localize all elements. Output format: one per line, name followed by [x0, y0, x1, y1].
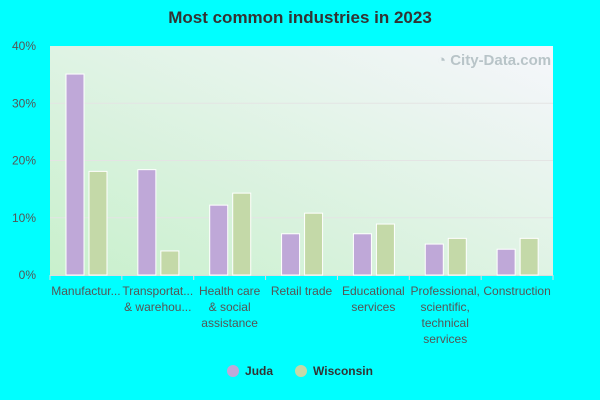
y-tick-label: 40% — [12, 39, 36, 53]
bar-juda — [209, 204, 229, 276]
bar-wisconsin — [160, 250, 180, 276]
bar-juda — [496, 248, 516, 276]
bar-juda — [352, 233, 372, 276]
bar-wisconsin — [88, 170, 108, 276]
legend-swatch — [295, 365, 308, 377]
bar-wisconsin — [304, 212, 324, 276]
bar-wisconsin — [232, 192, 252, 276]
y-tick-label: 0% — [19, 268, 37, 282]
x-category-label: Educational services — [342, 284, 405, 314]
bar-wisconsin — [375, 223, 395, 276]
legend-item: Juda — [227, 364, 273, 378]
legend: Juda Wisconsin — [0, 364, 600, 378]
y-tick-label: 30% — [12, 96, 36, 110]
bar-juda — [65, 73, 85, 276]
watermark: ◔ City-Data.com — [437, 52, 552, 69]
x-category-label: Health care & social assistance — [199, 284, 261, 330]
x-category-label: Construction — [483, 284, 550, 298]
bar-juda — [137, 169, 157, 276]
y-tick-label: 10% — [12, 211, 36, 225]
x-category-label: Transportat... & warehou... — [122, 284, 193, 314]
chart-title: Most common industries in 2023 — [168, 8, 432, 27]
bar-wisconsin — [447, 237, 467, 276]
x-category-label: Retail trade — [271, 284, 333, 298]
legend-label: Juda — [245, 364, 274, 378]
bar-juda — [424, 243, 444, 276]
x-category-label: Professional, scientific, technical service… — [411, 284, 480, 346]
bar-wisconsin — [519, 237, 539, 276]
legend-swatch — [227, 365, 240, 377]
x-category-label: Manufactur... — [51, 284, 120, 298]
legend-label: Wisconsin — [313, 364, 373, 378]
y-tick-label: 20% — [12, 154, 36, 168]
bar-juda — [281, 233, 301, 276]
legend-item: Wisconsin — [295, 364, 373, 378]
